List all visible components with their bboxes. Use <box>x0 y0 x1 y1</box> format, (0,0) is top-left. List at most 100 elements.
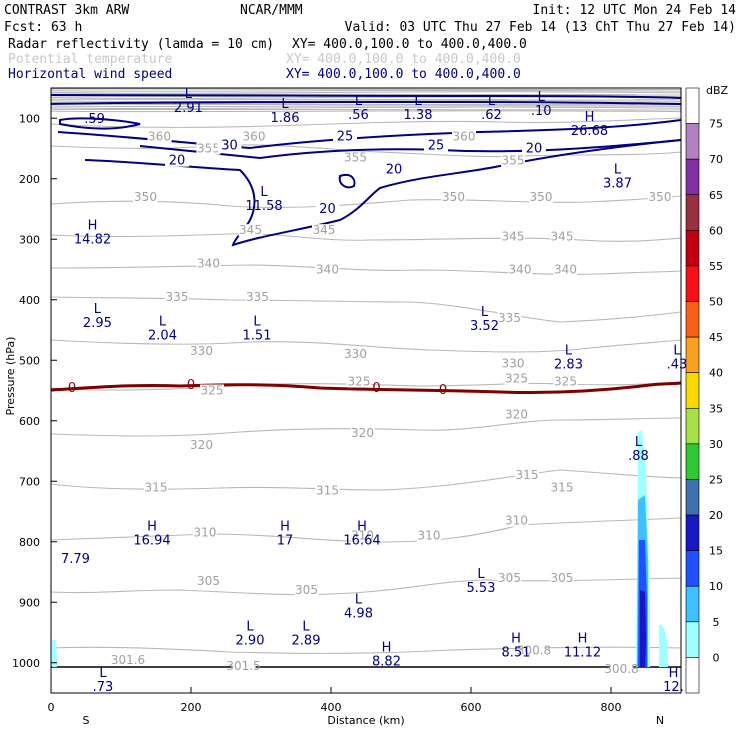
refl-5c <box>658 624 668 667</box>
extremum-value: 1.86 <box>271 111 300 126</box>
strato-isentrope <box>51 100 681 102</box>
contour-label-bg <box>550 481 574 494</box>
wind_labels-label: 30 <box>221 139 238 154</box>
wind_labels-label: 20 <box>386 163 403 178</box>
colorbar-swatch <box>685 230 700 267</box>
extremum-letter: H <box>357 520 367 535</box>
theta_labels-label: 355 <box>197 142 220 156</box>
extremum-letter: L <box>260 185 268 200</box>
contour-label-bg <box>333 130 357 143</box>
theta-320 <box>51 417 681 437</box>
extremum-letter: L <box>246 620 254 635</box>
theta_labels-label: 305 <box>551 571 574 585</box>
theta_labels-label: 315 <box>551 480 574 494</box>
contour-label-bg <box>116 653 140 666</box>
extremum-letter: L <box>185 87 193 102</box>
colorbar: dBZ 0 5 10 15 20 25 30 35 40 45 50 55 60 65 70 75 <box>685 84 729 694</box>
extremum-value: 11.12 <box>564 646 601 661</box>
zero-label: 0 <box>372 381 380 396</box>
contour-label-bg <box>522 142 546 155</box>
strato-isentrope <box>51 89 681 92</box>
wind_labels-label: 20 <box>169 154 186 169</box>
contour-label-bg <box>245 290 270 303</box>
extremum-value: 5.53 <box>467 581 496 596</box>
theta-305 <box>51 577 681 596</box>
colorbar-swatch <box>685 372 700 409</box>
theta_labels-label: 335 <box>498 311 521 325</box>
contour-label-bg <box>242 130 266 143</box>
extremum-value: 7.79 <box>61 552 90 567</box>
theta_labels-label: 360 <box>453 129 476 143</box>
extremum-value: .56 <box>348 108 369 123</box>
colorbar-level: 50 <box>709 296 723 309</box>
theta_labels-label: 310 <box>418 529 441 543</box>
contour-label-bg <box>497 311 522 324</box>
y-axis-title: Pressure (hPa) <box>4 337 17 416</box>
contour-label-bg <box>347 375 371 388</box>
theta_labels-label: 315 <box>145 480 168 494</box>
theta_labels-label: 325 <box>201 384 224 398</box>
wind_labels-label: 20 <box>319 202 336 217</box>
extremum-letter: L <box>414 94 422 109</box>
colorbar-level: 75 <box>709 118 723 131</box>
theta-301 <box>51 646 681 654</box>
extremum-letter: L <box>565 344 573 359</box>
contour-label-bg <box>231 659 256 672</box>
wind-30 <box>51 94 681 99</box>
extremum-value: 3.52 <box>470 319 499 334</box>
contour-label-bg <box>343 348 368 361</box>
theta_labels-label: 340 <box>509 263 532 277</box>
extremum-letter: H <box>585 110 595 125</box>
contour-label-bg <box>193 526 217 539</box>
theta_labels-label: 335 <box>246 290 269 304</box>
colorbar-swatch <box>685 87 700 124</box>
wind_labels-label: 25 <box>337 129 354 144</box>
contour-label-bg <box>294 584 319 597</box>
strato-isentrope <box>51 105 681 108</box>
theta_labels-label: 355 <box>502 154 525 168</box>
zero-label: 0 <box>439 383 447 398</box>
colorbar-swatch <box>685 514 700 551</box>
contour-label-bg <box>501 230 525 243</box>
valid-time: Valid: 03 UTC Thu 27 Feb 14 (13 ChT Thu … <box>345 20 736 35</box>
contour-label-bg <box>497 572 522 585</box>
contour-label-bg <box>144 481 168 494</box>
freezing-level <box>51 381 681 395</box>
strato-isentrope <box>51 110 681 113</box>
extremum-letter: L <box>302 620 310 635</box>
contour-label-bg <box>343 151 368 164</box>
extremum-value: .59 <box>84 112 105 127</box>
colorbar-swatch <box>685 585 700 623</box>
x-tick-label: 200 <box>181 701 202 714</box>
theta_labels-label: 305 <box>197 574 220 588</box>
colorbar-level: 70 <box>709 153 723 166</box>
theta_labels-label: 305 <box>498 571 521 585</box>
extremum-value: 8.51 <box>502 646 531 661</box>
extremum-value: 26.68 <box>571 124 608 139</box>
extremum-value: 4.98 <box>344 606 373 621</box>
reflectivity-shading <box>52 430 668 667</box>
colorbar-swatch <box>685 158 700 196</box>
colorbar-level: 30 <box>709 438 723 451</box>
colorbar-swatch <box>685 336 700 374</box>
theta-310 <box>51 517 681 543</box>
org-name: NCAR/MMM <box>240 3 303 18</box>
contour-label-bg <box>504 408 529 421</box>
extremum-letter: L <box>635 435 643 450</box>
contour-label-bg <box>441 190 466 203</box>
model-name: CONTRAST 3km ARW <box>4 3 129 18</box>
theta_labels-label: 301.6 <box>111 653 145 667</box>
contour-label-bg <box>417 529 441 542</box>
contour-labels: 360 360 360 355 355 355 350 350 350 350 345 345 345 3… <box>68 129 672 676</box>
theta_labels-label: 340 <box>554 263 577 277</box>
contour-label-bg <box>522 644 546 657</box>
theta-335 <box>51 296 681 323</box>
extremum-value: 2.04 <box>148 329 177 344</box>
extremum-letter: H <box>669 666 679 681</box>
y-tick-label: 100 <box>19 112 40 125</box>
strato-isentrope <box>51 106 681 110</box>
contour-label-bg <box>550 230 574 243</box>
contour-label-bg <box>504 372 529 385</box>
theta_labels-label: 325 <box>554 374 577 388</box>
